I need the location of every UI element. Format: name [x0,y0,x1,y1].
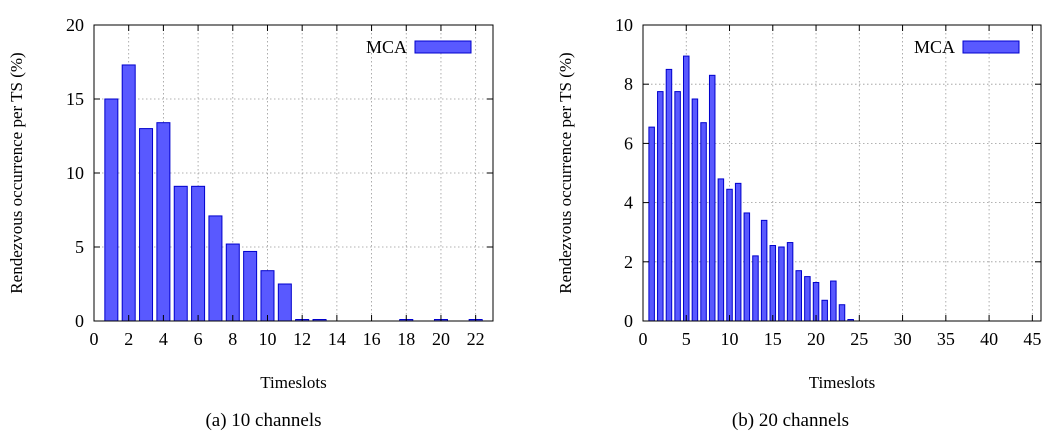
bar [708,74,716,322]
y-tick-label: 4 [624,193,633,213]
bar [665,68,673,322]
bar [683,55,690,322]
caption-a: (a) 10 channels [205,410,322,431]
chart-10-channels: 0 2 4 6 8 10 12 14 16 18 20 22 0 5 10 15 20 Timeslots Rend… [7,15,494,392]
legend-swatch [414,40,472,54]
bar [717,178,725,322]
x-tick-label: 20 [432,329,450,349]
bar [191,185,206,322]
bar [648,126,655,322]
bar [769,245,777,322]
x-tick-label: 8 [228,329,237,349]
x-tick-label: 18 [397,329,415,349]
y-tick-label: 0 [75,311,84,331]
legend-label: MCA [366,37,407,57]
y-axis-label: Rendezvous occurrence per TS (%) [7,52,26,293]
x-tick-label: 6 [194,329,203,349]
bar [674,91,681,322]
bar [260,270,275,322]
bar [752,255,759,322]
x-tick-label: 40 [980,329,998,349]
legend-swatch [962,40,1020,54]
y-tick-label: 10 [615,15,633,35]
bar [778,246,785,322]
x-axis-label: Timeslots [260,373,326,392]
bar [700,122,707,322]
y-tick-label: 10 [66,163,84,183]
x-tick-label: 45 [1023,329,1041,349]
x-tick-label: 16 [363,329,381,349]
x-tick-label: 30 [894,329,912,349]
y-tick-label: 8 [624,74,633,94]
x-tick-label: 22 [467,329,485,349]
chart-20-channels: 0 5 10 15 20 25 30 35 40 45 0 2 4 6 8 10 Timeslots Rendez… [556,15,1042,392]
y-tick-label: 0 [624,311,633,331]
caption-b: (b) 20 channels [731,410,850,431]
y-tick-label: 6 [624,133,633,153]
x-tick-label: 0 [90,329,99,349]
x-tick-label: 12 [293,329,311,349]
x-tick-label: 20 [807,329,825,349]
bar [121,64,136,322]
x-tick-label: 4 [159,329,168,349]
bar [743,212,751,322]
x-tick-label: 14 [328,329,346,349]
x-tick-label: 25 [850,329,868,349]
y-tick-label: 20 [66,15,84,35]
x-tick-label: 5 [682,329,691,349]
bar [795,270,802,322]
bar [734,182,742,322]
bar [821,299,828,322]
bar [156,122,171,322]
bar [225,243,240,322]
y-tick-label: 2 [624,252,633,272]
x-tick-label: 0 [639,329,648,349]
x-axis-label: Timeslots [809,373,875,392]
bar [243,250,258,322]
x-tick-label: 15 [764,329,782,349]
bar [277,283,292,322]
bar [104,98,119,322]
bar [657,91,664,322]
x-tick-label: 10 [258,329,276,349]
bar [139,128,154,322]
y-axis-label: Rendezvous occurrence per TS (%) [556,52,575,293]
bar [760,219,768,322]
bar [838,304,846,322]
y-tick-label: 5 [75,237,84,257]
x-tick-label: 35 [937,329,955,349]
bar [173,185,188,322]
legend-label: MCA [914,37,955,57]
bar [726,188,733,322]
bar [691,98,699,322]
plot-frame [642,24,1042,322]
y-tick-label: 15 [66,89,84,109]
x-tick-label: 10 [721,329,739,349]
x-tick-label: 2 [124,329,133,349]
bar [208,215,223,322]
bar [786,242,794,322]
bar [804,276,811,322]
bar [830,280,837,322]
plot-frame [93,24,494,322]
